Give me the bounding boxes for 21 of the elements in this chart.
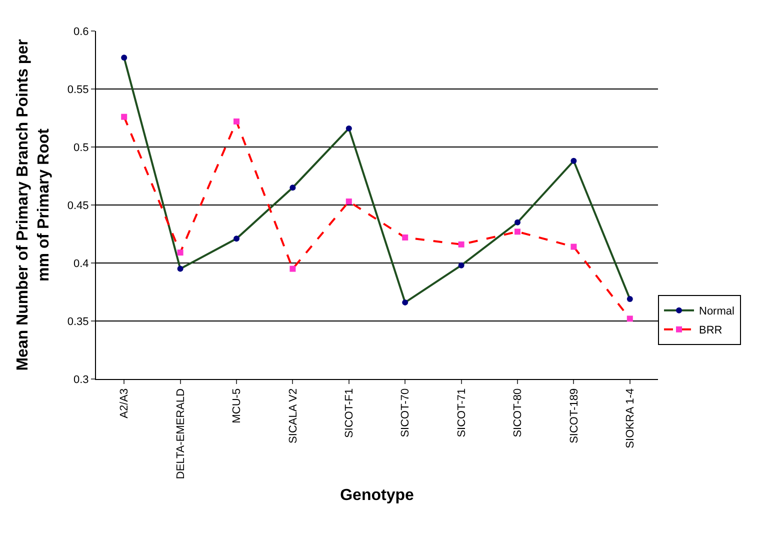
x-tick-label: SICOT-F1 <box>343 388 356 438</box>
x-tick-label: MCU-5 <box>231 388 244 424</box>
x-tick-label: SIOKRA 1-4 <box>624 388 636 448</box>
y-tick-label: 0.5 <box>74 142 89 154</box>
legend-label: BRR <box>699 324 722 337</box>
y-tick-label: 0.3 <box>74 374 89 386</box>
y-tick-label: 0.55 <box>67 84 89 96</box>
x-tick-label: SICALA V2 <box>287 388 300 444</box>
y-tick-label: 0.4 <box>74 258 89 270</box>
x-tick-label: SICOT-189 <box>568 388 580 444</box>
x-tick-label: SICOT-80 <box>512 388 524 438</box>
x-tick-label: DELTA-EMERALD <box>174 388 187 480</box>
legend-label: Normal <box>699 306 734 318</box>
y-tick-label: 0.6 <box>74 26 89 38</box>
y-axis-title: Mean Number of Primary Branch Points per mm of Primary Root <box>14 39 52 371</box>
y-tick-label: 0.35 <box>67 316 89 328</box>
x-axis-title: Genotype <box>340 486 414 504</box>
y-tick-label: 0.45 <box>67 200 89 212</box>
x-tick-label: A2/A3 <box>118 388 131 418</box>
x-tick-label: SICOT-71 <box>456 388 468 438</box>
x-tick-label: SICOT-70 <box>400 388 412 438</box>
